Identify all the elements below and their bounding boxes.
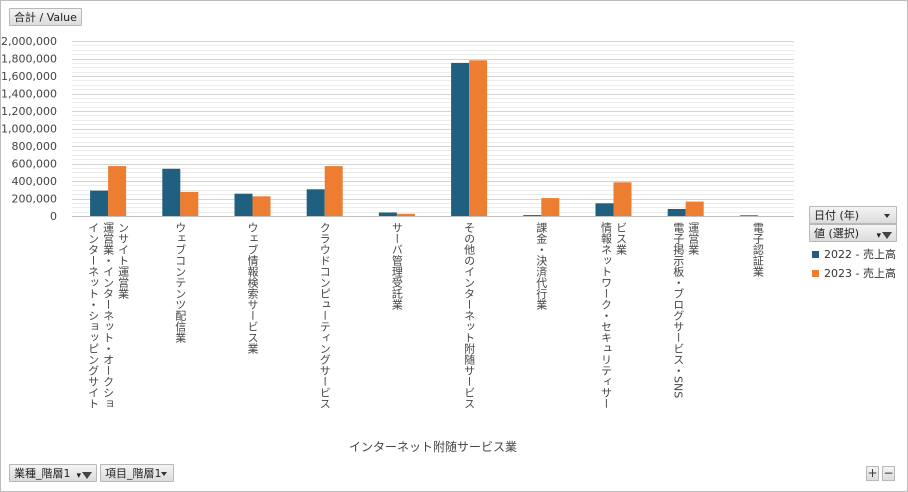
legend-item-2023[interactable]: 2023 - 売上高 <box>812 266 896 282</box>
y-tick-label: 0 <box>50 210 57 223</box>
y-tick-label: 800,000 <box>12 140 58 153</box>
legend-item-2022[interactable]: 2022 - 売上高 <box>812 247 896 263</box>
y-tick-label: 2,000,000 <box>1 35 57 48</box>
x-tick-label: 電子掲示板・ブログサービス・SNS <box>672 222 685 399</box>
item-field-label: 項目_階層1 <box>105 467 162 480</box>
y-tick-label: 1,000,000 <box>1 123 57 136</box>
y-tick-label: 200,000 <box>12 193 58 206</box>
x-tick-label: 運営業・インターネット・オークショ <box>102 222 115 409</box>
date-field-button[interactable]: 日付 (年) <box>809 206 897 224</box>
x-tick-label: 情報ネットワーク・セキュリティサー <box>600 222 613 409</box>
x-axis-title: インターネット附随サービス業 <box>349 439 517 454</box>
value-field-button[interactable]: 合計 / Value <box>9 8 82 26</box>
y-tick-label: 1,600,000 <box>1 70 57 83</box>
x-tick-label: ウェブコンテンツ配信業 <box>174 222 187 343</box>
y-tick-label: 1,800,000 <box>1 53 57 66</box>
bar-2022[interactable] <box>595 203 614 216</box>
y-tick-label: 1,400,000 <box>1 88 57 101</box>
x-tick-label: インターネット・ショッピングサイト <box>87 222 100 409</box>
filter-icon: ▾ <box>876 227 892 245</box>
x-tick-label: サーバ管理受託業 <box>390 222 403 310</box>
bar-2022[interactable] <box>306 189 325 216</box>
legend-swatch-2023 <box>812 269 819 277</box>
bar-2023[interactable] <box>541 198 560 216</box>
bar-2022[interactable] <box>667 209 686 216</box>
y-tick-label: 400,000 <box>12 175 58 188</box>
x-axis: インターネット・ショッピングサイト 運営業・インターネット・オークショ ンサイト運営… <box>72 216 794 409</box>
industry-field-label: 業種_階層1 <box>14 467 71 480</box>
bar-2023[interactable] <box>108 166 127 216</box>
bar-2023[interactable] <box>469 60 488 217</box>
x-tick-label: クラウドコンピューティングサービス <box>318 222 331 409</box>
zoom-out-button[interactable]: − <box>882 466 895 481</box>
legend-label-2022: 2022 - 売上高 <box>824 248 896 261</box>
x-tick-label: ウェブ情報検索サービス業 <box>246 222 259 354</box>
y-tick-label: 1,200,000 <box>1 105 57 118</box>
bar-2022[interactable] <box>234 193 253 216</box>
x-tick-label: ビス業 <box>615 222 628 255</box>
values-field-label: 値 (選択) <box>814 227 860 240</box>
bar-2023[interactable] <box>252 196 271 216</box>
bar-2023[interactable] <box>613 182 632 216</box>
bar-2023[interactable] <box>685 201 704 216</box>
x-tick-label: 電子認証業 <box>751 222 764 277</box>
bar-2022[interactable] <box>378 212 397 217</box>
legend-swatch-2022 <box>812 250 819 258</box>
legend-label-2023: 2023 - 売上高 <box>824 267 896 280</box>
zoom-in-button[interactable]: + <box>866 466 879 481</box>
bar-2022[interactable] <box>90 190 109 216</box>
value-field-label: 合計 / Value <box>14 11 77 24</box>
item-field-button[interactable]: 項目_階層1 <box>100 464 174 482</box>
y-axis: 0 200,000 400,000 600,000 800,000 1,000,000 1,… <box>1 35 57 223</box>
bar-2022[interactable] <box>162 168 181 217</box>
values-field-button[interactable]: 値 (選択) ▾ <box>809 224 897 242</box>
x-tick-label: 課金・決済代行業 <box>535 221 548 310</box>
bar-2022[interactable] <box>451 62 470 217</box>
chevron-down-icon <box>161 472 167 476</box>
filter-icon: ▾ <box>76 467 92 485</box>
x-tick-label: ンサイト運営業 <box>117 222 130 299</box>
bar-2023[interactable] <box>180 191 199 216</box>
y-tick-label: 600,000 <box>12 158 58 171</box>
chevron-down-icon <box>884 214 890 218</box>
bar-2022[interactable] <box>739 215 758 217</box>
x-tick-label: 運営業 <box>687 222 700 255</box>
industry-field-button[interactable]: 業種_階層1 ▾ <box>9 464 97 482</box>
bars <box>90 60 758 217</box>
x-tick-label: その他のインターネット附随サービス <box>463 222 476 409</box>
bar-2022[interactable] <box>523 215 542 216</box>
bar-2023[interactable] <box>324 166 343 216</box>
bar-2023[interactable] <box>396 213 415 216</box>
date-field-label: 日付 (年) <box>814 209 860 222</box>
